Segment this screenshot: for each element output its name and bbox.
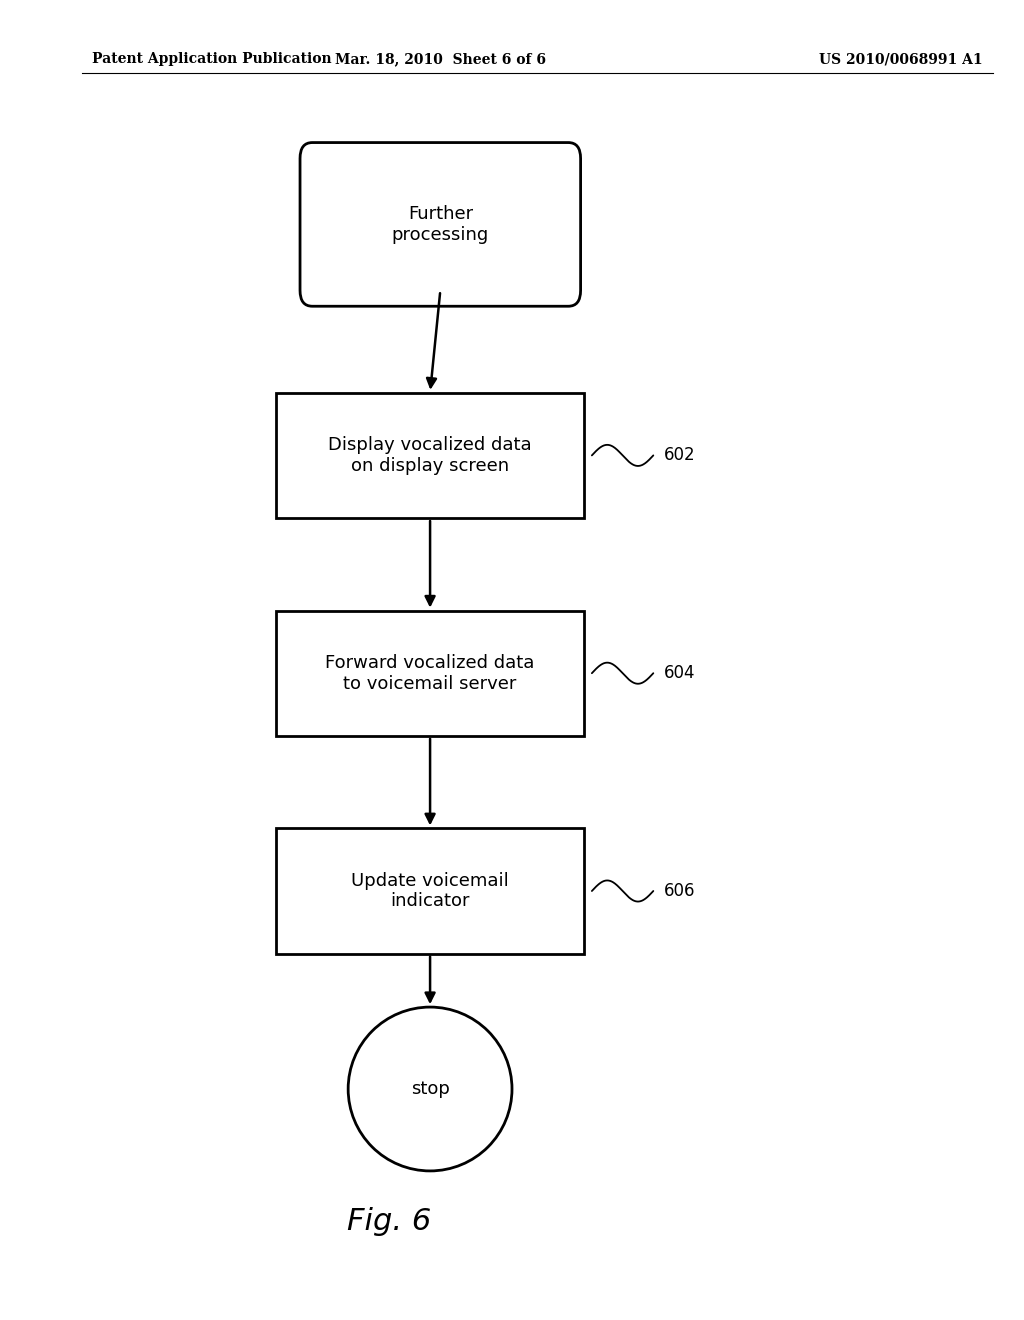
Text: 606: 606 xyxy=(664,882,695,900)
Text: US 2010/0068991 A1: US 2010/0068991 A1 xyxy=(819,53,983,66)
Text: 604: 604 xyxy=(664,664,695,682)
Text: Update voicemail
indicator: Update voicemail indicator xyxy=(351,871,509,911)
Bar xyxy=(276,610,584,737)
Bar xyxy=(276,393,584,517)
Text: Further
processing: Further processing xyxy=(392,205,488,244)
Text: stop: stop xyxy=(411,1080,450,1098)
Bar xyxy=(276,829,584,953)
Text: Forward vocalized data
to voicemail server: Forward vocalized data to voicemail serv… xyxy=(326,653,535,693)
Text: Display vocalized data
on display screen: Display vocalized data on display screen xyxy=(329,436,531,475)
Text: 602: 602 xyxy=(664,446,695,465)
Ellipse shape xyxy=(348,1007,512,1171)
FancyBboxPatch shape xyxy=(300,143,581,306)
Text: Fig. 6: Fig. 6 xyxy=(347,1206,431,1236)
Text: Mar. 18, 2010  Sheet 6 of 6: Mar. 18, 2010 Sheet 6 of 6 xyxy=(335,53,546,66)
Text: Patent Application Publication: Patent Application Publication xyxy=(92,53,332,66)
